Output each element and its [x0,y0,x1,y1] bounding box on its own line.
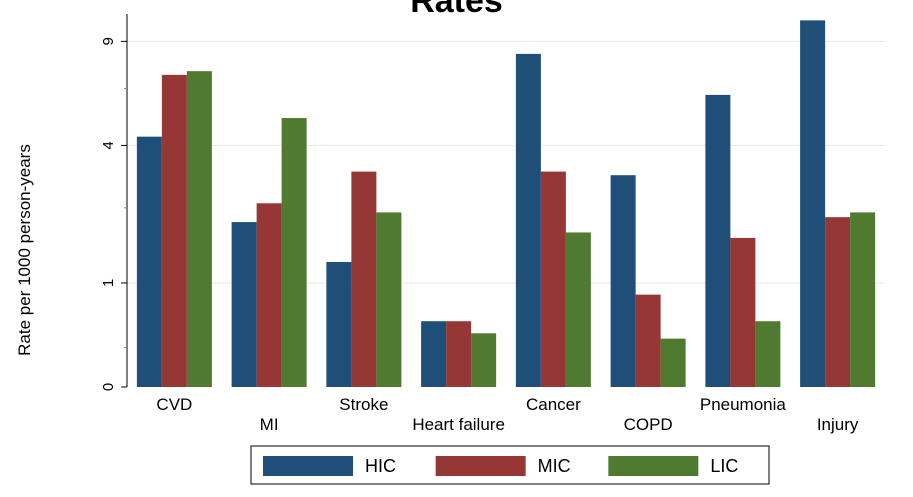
x-tick-label: Cancer [526,395,581,414]
bar [850,212,876,387]
bar [231,222,257,387]
bar [635,294,661,387]
x-tick-label: Stroke [339,395,388,414]
bar [161,74,187,387]
bar [421,321,447,387]
x-tick-label: COPD [624,415,673,434]
bar [471,333,497,387]
bar [705,94,731,387]
x-tick-label: CVD [156,395,192,414]
y-tick-label: 1 [100,279,117,287]
legend-swatch [263,456,353,476]
bar [446,321,472,387]
bar [186,71,212,388]
bar [326,261,352,387]
legend-label: LIC [710,456,738,476]
y-tick-label: 9 [100,37,117,45]
legend-swatch [435,456,526,476]
x-tick-label: Pneumonia [700,395,787,414]
bar [281,118,307,387]
bar [515,53,541,388]
bar [800,20,826,388]
bar [540,171,566,387]
bar [256,203,282,387]
y-tick-label: 0 [100,383,117,391]
bar [610,175,636,387]
x-tick-label: Injury [817,415,859,434]
bar [565,232,591,387]
bar [351,171,377,387]
legend-label: MIC [538,456,571,476]
legend-label: HIC [365,456,396,476]
legend-swatch [608,456,699,476]
x-tick-label: Heart failure [412,415,505,434]
bar [825,217,851,387]
bar [755,321,781,387]
x-tick-label: MI [260,415,279,434]
bar [136,136,162,387]
bar [376,212,402,387]
bar [660,338,686,387]
y-tick-label: 4 [100,141,117,149]
bar [730,237,756,387]
